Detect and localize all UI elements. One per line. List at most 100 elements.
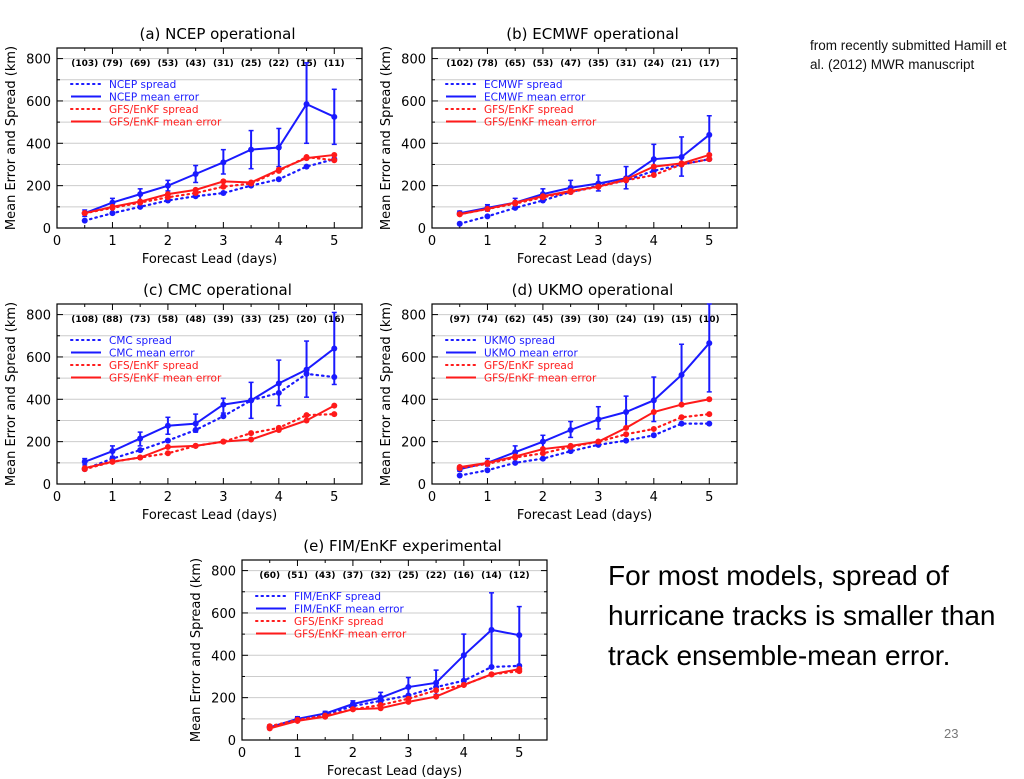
y-tick-label: 0: [43, 478, 51, 493]
sample-count-label: (20): [296, 315, 317, 325]
data-point: [539, 455, 546, 462]
data-point: [331, 402, 338, 409]
series-line: [84, 347, 335, 463]
data-point: [484, 467, 491, 474]
series-3: [81, 402, 338, 472]
y-tick-label: 400: [401, 393, 426, 408]
y-tick-label: 400: [26, 137, 51, 152]
data-point: [303, 412, 310, 419]
legend-label: GFS/EnKF spread: [109, 360, 199, 372]
sample-count-label: (22): [426, 571, 447, 581]
data-point: [248, 430, 255, 437]
x-tick-label: 4: [460, 746, 468, 761]
sample-count-label: (73): [130, 315, 151, 325]
x-tick-label: 2: [349, 746, 357, 761]
data-point: [460, 681, 467, 688]
y-tick-label: 200: [401, 436, 426, 451]
data-point: [220, 159, 227, 166]
series-line: [83, 158, 336, 222]
sample-count-label: (39): [560, 315, 581, 325]
y-tick-label: 800: [401, 309, 426, 324]
y-tick-label: 400: [211, 649, 236, 664]
chart-title: (d) UKMO operational: [512, 281, 674, 299]
series-line: [459, 153, 710, 216]
sample-count-label: (62): [505, 315, 526, 325]
data-point: [516, 632, 523, 639]
panel-ncep: (a) NCEP operational 0 200 400 600 800 0 1 2 3 4 5 F…: [0, 12, 375, 267]
data-point: [248, 436, 255, 443]
x-tick-label: 0: [238, 746, 246, 761]
y-tick-label: 800: [26, 309, 51, 324]
data-point: [623, 431, 630, 438]
data-point: [349, 706, 356, 713]
x-tick-label: 0: [428, 234, 436, 249]
data-point: [433, 679, 440, 686]
data-point: [484, 205, 491, 212]
series-line: [459, 342, 711, 471]
y-axis-label: Mean Error and Spread (km): [4, 302, 19, 486]
sample-count-label: (25): [268, 315, 289, 325]
data-point: [678, 160, 685, 167]
sample-count-label: (11): [324, 59, 345, 69]
sample-count-label: (32): [370, 571, 391, 581]
series-line: [458, 158, 711, 225]
sample-count-label: (35): [588, 59, 609, 69]
source-note: from recently submitted Hamill et al. (2…: [810, 38, 1007, 72]
y-tick-label: 0: [43, 222, 51, 237]
series-line: [269, 668, 520, 730]
sample-count-label: (108): [71, 315, 98, 325]
data-point: [706, 131, 713, 138]
y-axis-label: Mean Error and Spread (km): [189, 558, 204, 742]
data-point: [275, 144, 282, 151]
plot-frame: [431, 303, 738, 485]
legend-label: UKMO spread: [484, 335, 555, 347]
sample-count-label: (12): [509, 571, 530, 581]
x-tick-label: 3: [219, 490, 227, 505]
x-axis-label: Forecast Lead (days): [517, 252, 652, 267]
data-point: [539, 438, 546, 445]
x-tick-label: 5: [515, 746, 523, 761]
y-tick-label: 400: [401, 137, 426, 152]
sample-count-label: (22): [268, 59, 289, 69]
series-line: [269, 628, 520, 729]
data-point: [405, 698, 412, 705]
y-tick-label: 200: [401, 180, 426, 195]
data-point: [137, 203, 144, 210]
legend-label: GFS/EnKF mean error: [484, 117, 597, 129]
chart-svg: (d) UKMO operational 0 200 400 600 800 0 1 2 3 4 5 F…: [379, 281, 738, 523]
data-point: [303, 163, 310, 170]
legend-label: GFS/EnKF mean error: [109, 117, 222, 129]
data-point: [623, 424, 630, 431]
x-tick-label: 3: [594, 234, 602, 249]
sample-count-label: (39): [213, 315, 234, 325]
legend-label: UKMO mean error: [484, 348, 578, 360]
legend-label: FIM/EnKF spread: [294, 591, 381, 603]
data-point: [512, 459, 519, 466]
sample-count-label: (103): [71, 59, 98, 69]
data-point: [220, 190, 227, 197]
data-point: [164, 437, 171, 444]
data-point: [678, 401, 685, 408]
sample-count-label: (51): [287, 571, 308, 581]
sample-count-label: (43): [185, 59, 206, 69]
series-line: [84, 102, 335, 215]
series-3: [266, 666, 523, 732]
sample-count-label: (25): [398, 571, 419, 581]
panel-cmc: (c) CMC operational 0 200 400 600 800 0 1 2 3 4 5 Fo…: [0, 268, 375, 523]
x-tick-label: 4: [275, 234, 283, 249]
legend-label: NCEP mean error: [109, 92, 200, 104]
x-tick-label: 5: [330, 490, 338, 505]
data-point: [433, 693, 440, 700]
chart-title: (e) FIM/EnKF experimental: [303, 537, 501, 555]
data-point: [512, 453, 519, 460]
data-point: [456, 220, 463, 227]
x-tick-label: 2: [164, 490, 172, 505]
data-point: [650, 432, 657, 439]
data-point: [623, 437, 630, 444]
data-point: [456, 472, 463, 479]
summary-text: For most models, spread of hurricane tra…: [608, 560, 996, 671]
y-tick-label: 200: [211, 692, 236, 707]
